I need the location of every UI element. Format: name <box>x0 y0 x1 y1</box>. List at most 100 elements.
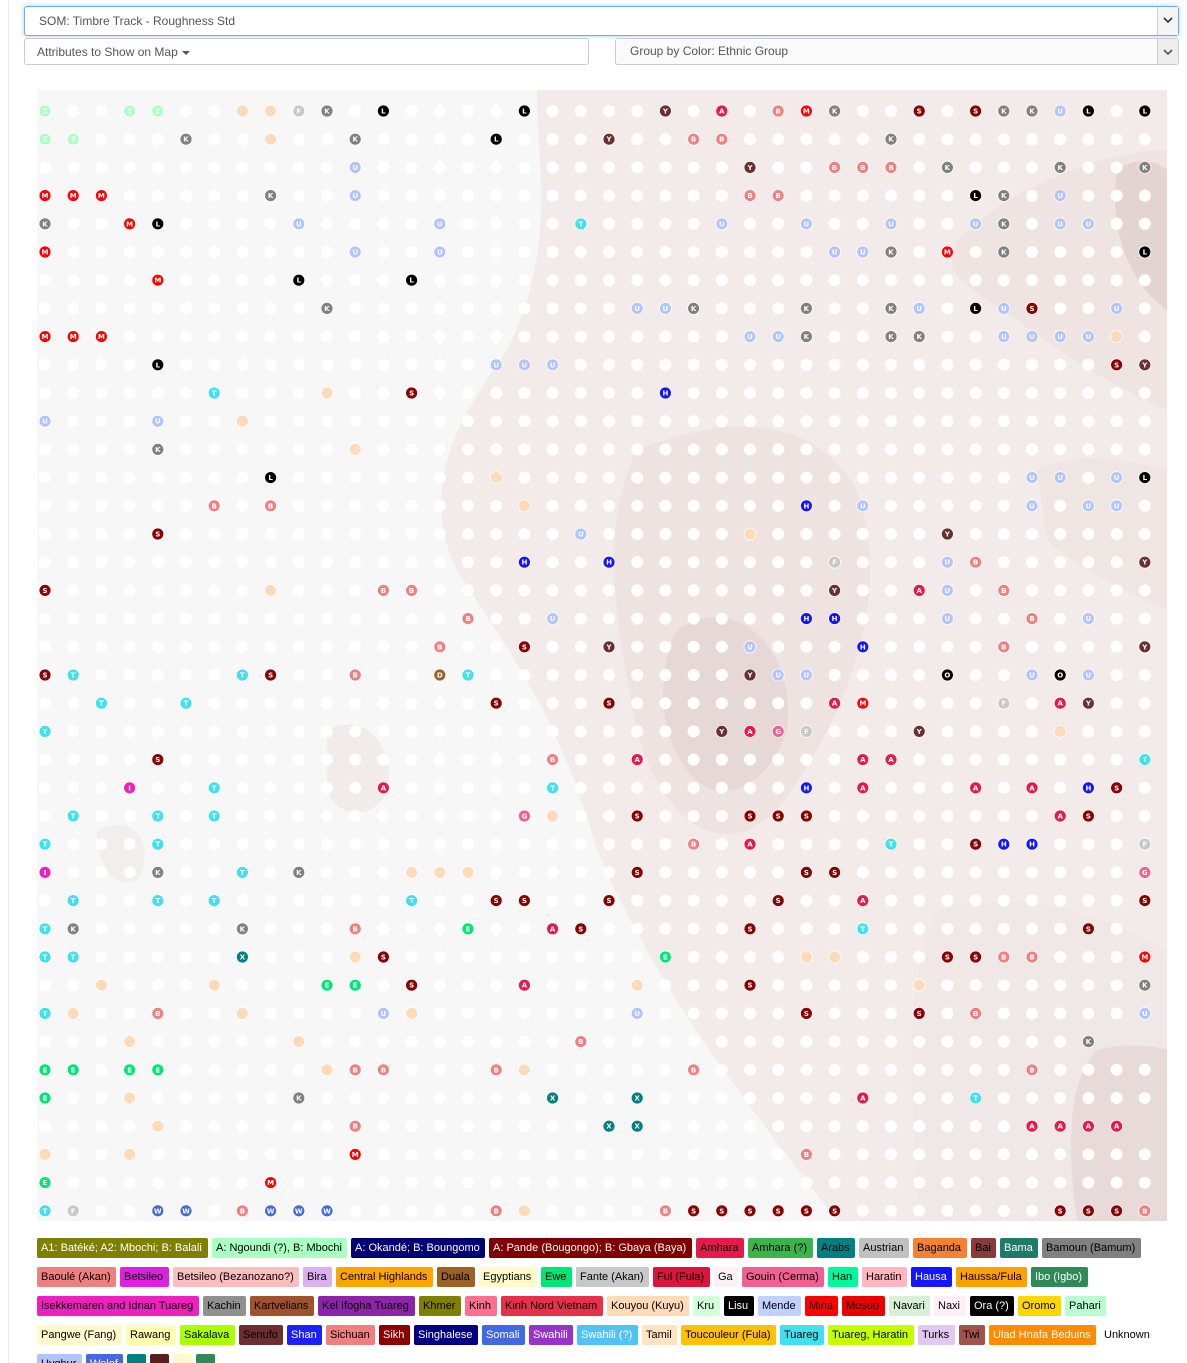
som-node[interactable] <box>462 274 474 287</box>
som-node[interactable] <box>123 1091 136 1105</box>
som-node[interactable] <box>67 302 80 315</box>
som-node[interactable] <box>885 866 897 879</box>
som-node[interactable] <box>574 246 587 258</box>
som-node[interactable] <box>433 556 446 569</box>
som-node[interactable] <box>687 217 700 230</box>
som-node[interactable] <box>1054 499 1067 512</box>
som-node[interactable] <box>405 669 418 681</box>
som-node[interactable] <box>377 1092 390 1104</box>
som-node[interactable] <box>462 302 474 315</box>
som-node[interactable] <box>1110 669 1123 681</box>
som-node[interactable]: U <box>997 301 1011 315</box>
som-node[interactable]: U <box>348 161 362 174</box>
som-node[interactable] <box>349 415 362 428</box>
legend-item[interactable]: Kachin <box>203 1296 246 1316</box>
som-node[interactable] <box>603 471 615 484</box>
som-node[interactable]: T <box>66 894 80 907</box>
som-node[interactable] <box>180 1120 192 1133</box>
legend-item[interactable]: Pahari <box>1065 1296 1106 1316</box>
som-node[interactable] <box>631 669 644 681</box>
som-node[interactable] <box>180 471 192 484</box>
som-node[interactable] <box>67 866 80 879</box>
som-node[interactable] <box>518 612 531 625</box>
som-node[interactable] <box>433 1063 446 1076</box>
som-node[interactable]: A <box>517 978 531 992</box>
som-node[interactable] <box>321 584 333 597</box>
som-node[interactable] <box>67 499 80 512</box>
som-node[interactable] <box>631 189 644 202</box>
som-node[interactable] <box>123 246 136 258</box>
som-node[interactable] <box>433 1035 446 1048</box>
som-node[interactable] <box>180 443 192 456</box>
legend-item[interactable]: Betsileo <box>120 1267 169 1287</box>
som-node[interactable] <box>490 499 503 512</box>
som-node[interactable]: H <box>659 386 672 400</box>
som-node[interactable]: Y <box>743 161 757 174</box>
som-node[interactable] <box>574 753 587 766</box>
legend-item[interactable]: Mende <box>758 1296 801 1316</box>
som-node[interactable] <box>123 866 136 879</box>
som-node[interactable] <box>885 556 897 569</box>
som-node[interactable] <box>180 894 192 907</box>
som-node[interactable] <box>913 781 926 794</box>
legend-item[interactable]: Bira <box>303 1267 332 1287</box>
som-node[interactable]: M <box>66 189 80 202</box>
som-node[interactable]: S <box>1053 1204 1067 1218</box>
som-node[interactable] <box>659 358 672 371</box>
som-node[interactable] <box>687 1148 700 1161</box>
som-node[interactable] <box>180 725 192 738</box>
som-node[interactable] <box>574 1007 587 1020</box>
som-node[interactable] <box>941 387 954 399</box>
som-node[interactable]: G <box>771 725 785 738</box>
som-node[interactable] <box>659 781 672 794</box>
som-node[interactable] <box>405 246 418 258</box>
som-node[interactable] <box>377 443 390 456</box>
som-node[interactable] <box>123 725 136 738</box>
som-node[interactable] <box>349 753 362 766</box>
som-node[interactable] <box>405 1120 418 1133</box>
som-node[interactable] <box>123 499 136 512</box>
som-node[interactable] <box>405 810 418 822</box>
som-node[interactable] <box>603 1035 615 1048</box>
som-node[interactable] <box>715 810 728 822</box>
som-node[interactable] <box>1138 669 1151 681</box>
som-node[interactable] <box>236 838 249 851</box>
som-node[interactable] <box>518 753 531 766</box>
som-node[interactable] <box>518 584 531 597</box>
som-node[interactable] <box>913 1092 926 1104</box>
som-node[interactable] <box>1054 753 1067 766</box>
som-node[interactable]: U <box>771 668 785 682</box>
legend-item[interactable]: Shan <box>287 1325 322 1345</box>
som-node[interactable]: U <box>38 414 52 428</box>
som-node[interactable] <box>687 1092 700 1104</box>
som-node[interactable] <box>969 133 982 146</box>
som-node[interactable] <box>772 528 785 540</box>
som-node[interactable] <box>659 556 672 569</box>
som-node[interactable] <box>208 1148 221 1161</box>
som-node[interactable] <box>856 1148 869 1161</box>
som-node[interactable] <box>1026 217 1038 230</box>
som-node[interactable] <box>969 979 982 992</box>
som-node[interactable] <box>772 951 785 963</box>
som-node[interactable] <box>236 979 249 992</box>
som-node[interactable] <box>546 330 559 343</box>
som-node[interactable] <box>264 387 277 399</box>
som-node[interactable] <box>913 640 926 653</box>
som-node[interactable] <box>715 697 728 710</box>
som-node[interactable] <box>405 753 418 766</box>
som-node[interactable] <box>264 302 277 315</box>
som-node[interactable] <box>1110 1176 1123 1189</box>
som-node[interactable] <box>518 1092 531 1104</box>
som-node[interactable] <box>208 471 221 484</box>
som-node[interactable] <box>1110 1007 1123 1020</box>
som-node[interactable] <box>1110 387 1123 399</box>
som-node[interactable] <box>856 866 869 879</box>
som-node[interactable] <box>433 133 446 146</box>
som-node[interactable] <box>715 753 728 766</box>
som-node[interactable] <box>828 640 841 653</box>
som-node[interactable] <box>969 358 982 371</box>
som-node[interactable] <box>264 528 277 540</box>
som-node[interactable] <box>67 697 80 710</box>
som-node[interactable] <box>828 894 841 907</box>
som-node[interactable] <box>433 810 446 822</box>
